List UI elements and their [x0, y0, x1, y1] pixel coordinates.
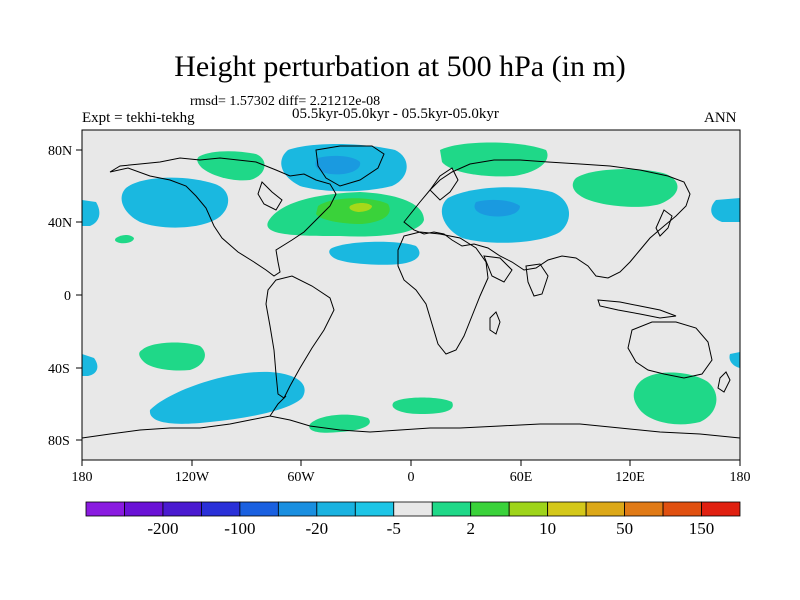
lon-label: 0: [408, 470, 415, 485]
colorbar-swatch: [354, 501, 395, 517]
anomaly-region-south-indian: [392, 397, 453, 414]
lat-label: 80N: [48, 144, 72, 159]
colorbar-swatch: [547, 501, 587, 517]
colorbar-label: 10: [539, 519, 556, 538]
anomaly-region-southeast-pacific: [729, 352, 740, 368]
anomaly-region-southwest-pacific: [82, 354, 98, 376]
colorbar-swatch: [162, 501, 202, 517]
anomaly-region-east-pacific-small: [115, 235, 134, 244]
lon-label: 180: [730, 470, 751, 485]
colorbar-label: 150: [689, 519, 715, 538]
coastline-north-america: [109, 157, 337, 277]
coastline-eurasia: [403, 159, 691, 279]
colorbar-swatch: [239, 501, 279, 517]
colorbar-swatch: [124, 501, 164, 517]
colorbar-swatch: [316, 501, 356, 517]
coastline-madagascar: [489, 311, 501, 335]
anomaly-region-southern-ocean-east: [633, 372, 717, 425]
colorbar-labels: -200 -100 -20 -5 2 10 50 150: [147, 519, 714, 538]
anomaly-core-greenland: [315, 155, 361, 175]
anomaly-core-asia: [474, 199, 520, 217]
lat-label: 40S: [48, 362, 70, 377]
colorbar-label: 2: [466, 519, 475, 538]
anomaly-core-atlantic-yellow: [349, 203, 372, 212]
coastline-arabia: [483, 255, 513, 283]
colorbar-swatch: [662, 501, 702, 517]
colorbar-label: -100: [224, 519, 255, 538]
colorbar-label: -5: [387, 519, 401, 538]
anomaly-region-arctic-siberia: [440, 142, 548, 177]
lat-label: 40N: [48, 216, 72, 231]
colorbar-label: -200: [147, 519, 178, 538]
colorbar-swatch: [470, 501, 510, 517]
coastline-new-zealand: [717, 371, 731, 393]
coastline-india: [525, 263, 549, 297]
colorbar: [85, 501, 741, 517]
lon-label: 180: [72, 470, 93, 485]
colorbar-label: 50: [616, 519, 633, 538]
colorbar-swatch: [277, 501, 318, 517]
lon-label: 60W: [287, 470, 315, 485]
colorbar-swatch: [624, 501, 664, 517]
lat-label: 0: [64, 289, 71, 304]
colorbar-swatch: [701, 501, 741, 517]
coastline-indonesia: [597, 299, 677, 319]
anomaly-region-south-pacific: [149, 371, 305, 424]
anomaly-region-north-atlantic-low: [329, 241, 420, 265]
coastlines: [82, 145, 740, 439]
lon-label: 120E: [615, 470, 645, 485]
colorbar-label: -20: [305, 519, 328, 538]
map-title: Height perturbation at 500 hPa (in m): [174, 50, 626, 83]
lon-label: 120W: [175, 470, 210, 485]
colorbar-swatch: [585, 501, 625, 517]
coastline-africa: [397, 231, 489, 355]
season-label: ANN: [704, 110, 737, 126]
colorbar-swatch: [508, 501, 549, 517]
coastline-antarctic-peninsula: [269, 395, 287, 417]
lat-label: 80S: [48, 434, 70, 449]
anomaly-region-dateline-east: [711, 198, 740, 222]
coastline-south-america: [265, 275, 335, 399]
anomaly-region-east-asia: [572, 169, 678, 207]
anomaly-region-south-pacific-green: [139, 342, 205, 371]
anomaly-region-north-pacific: [121, 177, 229, 228]
coastline-japan: [655, 209, 673, 237]
colorbar-swatch: [201, 501, 241, 517]
anomaly-region-dateline-west: [82, 200, 100, 226]
lon-label: 60E: [510, 470, 533, 485]
coastline-australia: [627, 321, 713, 379]
colorbar-swatch: [431, 501, 472, 517]
coastline-hudson-bay: [257, 181, 283, 211]
map-ticks: [76, 149, 741, 466]
anomaly-core-atlantic-green: [316, 198, 390, 224]
experiment-label: Expt = tekhi-tekhg: [82, 110, 195, 126]
coastline-scandinavia: [429, 167, 459, 201]
coastline-greenland: [315, 145, 385, 187]
period-label: 05.5kyr-05.0kyr - 05.5kyr-05.0kyr: [292, 106, 499, 122]
stats-text: rmsd= 1.57302 diff= 2.21212e-08: [190, 94, 381, 109]
colorbar-swatch: [85, 501, 125, 517]
coastline-antarctica: [82, 415, 740, 439]
anomaly-field: [82, 142, 740, 439]
colorbar-swatch: [393, 501, 433, 517]
